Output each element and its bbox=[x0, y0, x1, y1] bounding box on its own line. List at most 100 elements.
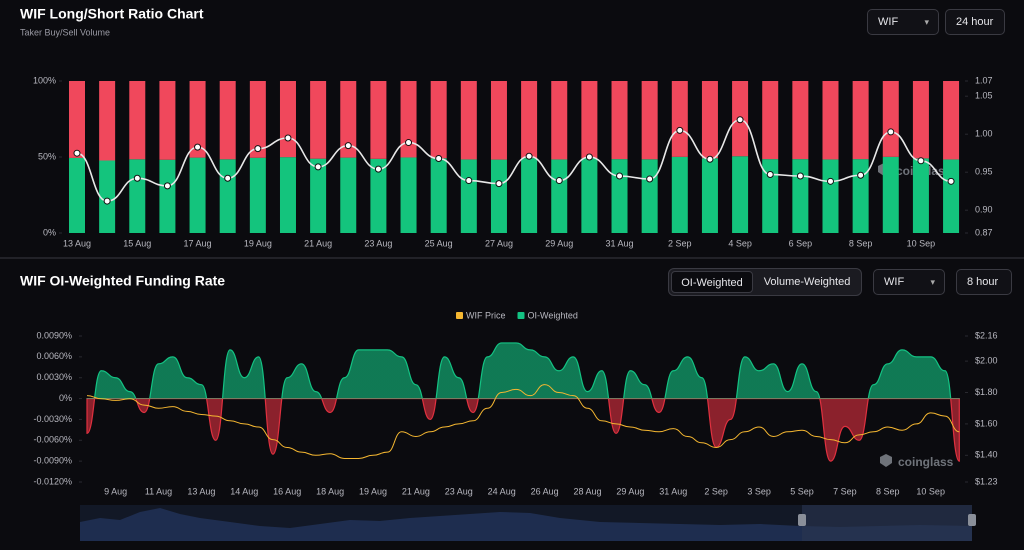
bar bbox=[310, 158, 327, 233]
bar bbox=[460, 159, 477, 233]
bar bbox=[882, 81, 899, 157]
bar bbox=[701, 158, 718, 233]
point bbox=[374, 165, 382, 173]
x-tick-label: 2 Sep bbox=[668, 238, 692, 248]
interval-select[interactable]: 8 hour bbox=[956, 269, 1012, 295]
bar bbox=[551, 159, 568, 233]
bar bbox=[822, 81, 839, 160]
point bbox=[103, 197, 111, 205]
x-tick-label: 14 Aug bbox=[230, 486, 258, 496]
x-tick-label: 21 Aug bbox=[304, 238, 332, 248]
point bbox=[73, 149, 81, 157]
navigator-handle[interactable] bbox=[968, 514, 976, 526]
y2-tick-label: 0.87 bbox=[975, 227, 993, 237]
bar bbox=[792, 159, 809, 233]
x-tick-label: 10 Sep bbox=[916, 486, 945, 496]
point bbox=[585, 153, 593, 161]
x-tick-label: 3 Sep bbox=[747, 486, 771, 496]
y-tick-label: 0% bbox=[59, 393, 72, 403]
interval-select[interactable]: 24 hour bbox=[945, 9, 1005, 35]
bar bbox=[69, 157, 85, 233]
bar bbox=[852, 159, 869, 233]
navigator bbox=[80, 505, 976, 541]
x-tick-label: 6 Sep bbox=[789, 238, 813, 248]
point bbox=[465, 177, 473, 185]
coin-select[interactable]: WIF bbox=[867, 9, 939, 35]
x-tick-label: 25 Aug bbox=[425, 238, 453, 248]
bar bbox=[762, 159, 779, 233]
bar bbox=[671, 81, 688, 157]
y-tick-label: -0.0030% bbox=[33, 414, 72, 424]
bar bbox=[732, 156, 749, 233]
coin-select[interactable]: WIF bbox=[873, 269, 945, 295]
y2-tick-label: $2.16 bbox=[975, 330, 998, 340]
bar bbox=[671, 156, 688, 233]
chart-title: WIF OI-Weighted Funding Rate bbox=[20, 273, 225, 289]
y2-tick-label: 1.05 bbox=[975, 91, 993, 101]
y2-tick-label: $1.23 bbox=[975, 476, 998, 486]
x-tick-label: 17 Aug bbox=[184, 238, 212, 248]
bar bbox=[99, 81, 116, 161]
point bbox=[736, 116, 744, 124]
bar bbox=[129, 81, 146, 160]
x-tick-label: 2 Sep bbox=[704, 486, 728, 496]
point bbox=[405, 139, 413, 147]
y-tick-label: 0.0030% bbox=[36, 372, 72, 382]
toggle-option[interactable]: OI-Weighted bbox=[671, 271, 753, 293]
legend-swatch bbox=[517, 312, 525, 319]
x-tick-label: 27 Aug bbox=[485, 238, 513, 248]
x-tick-label: 31 Aug bbox=[659, 486, 687, 496]
point bbox=[827, 177, 834, 185]
chart-subtitle: Taker Buy/Sell Volume bbox=[20, 27, 110, 37]
point bbox=[284, 134, 292, 142]
point bbox=[917, 157, 925, 165]
bar bbox=[611, 159, 628, 233]
x-tick-label: 7 Sep bbox=[833, 486, 857, 496]
toggle-option[interactable]: Volume-Weighted bbox=[763, 276, 851, 288]
bar bbox=[460, 81, 477, 160]
bar bbox=[581, 81, 598, 159]
point bbox=[857, 171, 865, 179]
point bbox=[555, 177, 563, 185]
x-tick-label: 28 Aug bbox=[573, 486, 601, 496]
bar bbox=[189, 157, 206, 233]
y2-tick-label: 1.07 bbox=[975, 75, 993, 85]
y2-tick-label: 0.95 bbox=[975, 167, 993, 177]
y2-tick-label: 0.90 bbox=[975, 205, 993, 215]
x-tick-label: 31 Aug bbox=[606, 238, 634, 248]
bar bbox=[99, 160, 116, 233]
bar bbox=[279, 157, 296, 233]
point bbox=[133, 174, 141, 182]
navigator-area bbox=[80, 508, 972, 541]
bar bbox=[430, 81, 447, 159]
x-tick-label: 29 Aug bbox=[616, 486, 644, 496]
point bbox=[224, 174, 232, 182]
x-tick-label: 4 Sep bbox=[728, 238, 752, 248]
x-tick-label: 19 Aug bbox=[359, 486, 387, 496]
bar bbox=[219, 81, 236, 160]
bar bbox=[792, 81, 809, 160]
x-tick-label: 5 Sep bbox=[790, 486, 814, 496]
bar bbox=[912, 81, 929, 159]
point bbox=[616, 172, 624, 180]
y-tick-label: 100% bbox=[33, 75, 56, 85]
y2-tick-label: $1.80 bbox=[975, 387, 998, 397]
x-tick-label: 13 Aug bbox=[63, 238, 91, 248]
x-tick-label: 9 Aug bbox=[104, 486, 127, 496]
navigator-window[interactable] bbox=[802, 505, 972, 541]
bar bbox=[129, 159, 146, 233]
line bbox=[86, 384, 960, 459]
x-tick-label: 19 Aug bbox=[244, 238, 272, 248]
bar bbox=[551, 81, 568, 160]
navigator-handle[interactable] bbox=[798, 514, 806, 526]
x-tick-label: 23 Aug bbox=[364, 238, 392, 248]
bar bbox=[943, 81, 960, 160]
bar bbox=[279, 81, 296, 158]
y-tick-label: -0.0090% bbox=[33, 456, 72, 466]
x-tick-label: 26 Aug bbox=[531, 486, 559, 496]
x-tick-label: 18 Aug bbox=[316, 486, 344, 496]
point bbox=[495, 180, 503, 188]
bar bbox=[490, 81, 507, 160]
point bbox=[796, 172, 804, 180]
bar bbox=[219, 159, 236, 233]
